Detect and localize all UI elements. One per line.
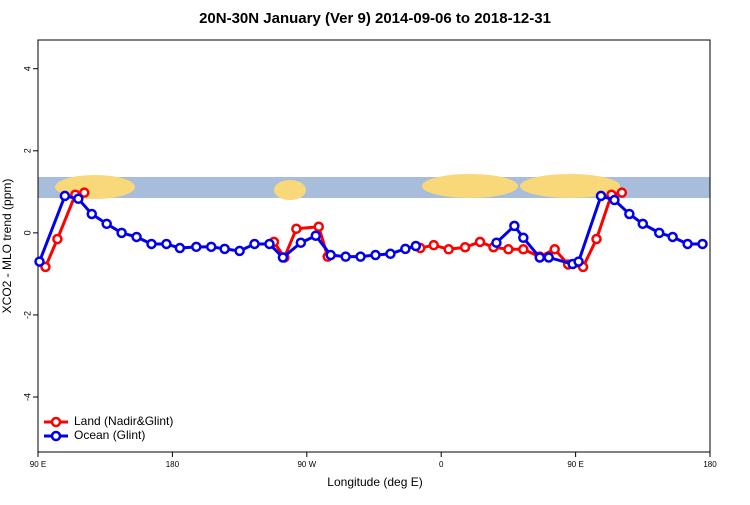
data-point	[310, 230, 322, 241]
data-point	[295, 237, 307, 248]
data-point	[428, 239, 439, 251]
data-point	[518, 232, 529, 244]
data-point	[146, 238, 157, 250]
legend-marker	[50, 430, 62, 442]
data-point	[385, 248, 396, 260]
data-point	[543, 252, 554, 263]
x-tick-label: 90 E	[567, 460, 583, 469]
data-point	[79, 187, 90, 198]
legend-label: Ocean (Glint)	[74, 428, 145, 442]
data-point	[73, 193, 84, 205]
data-point	[637, 218, 649, 230]
data-point	[653, 227, 665, 239]
data-point	[503, 244, 514, 255]
data-point	[52, 233, 63, 245]
data-point	[291, 223, 302, 235]
data-point	[534, 252, 546, 263]
y-tick-label: 4	[22, 66, 32, 71]
y-tick-label: -2	[22, 311, 32, 319]
data-point	[59, 190, 71, 202]
data-point	[277, 252, 289, 263]
y-tick-label: 2	[22, 148, 32, 153]
data-point	[474, 236, 486, 248]
data-point	[86, 208, 98, 220]
data-point	[400, 243, 411, 255]
data-point	[573, 256, 584, 267]
data-point	[459, 241, 471, 253]
legend-label: Land (Nadir&Glint)	[74, 414, 173, 428]
chart-title: 20N-30N January (Ver 9) 2014-09-06 to 20…	[199, 10, 551, 27]
data-point	[549, 244, 560, 255]
data-point	[616, 187, 628, 198]
x-tick-label: 180	[703, 460, 717, 469]
y-tick-label: 0	[22, 230, 32, 235]
data-point	[205, 241, 217, 253]
data-point	[234, 245, 245, 257]
data-point	[518, 244, 529, 255]
data-point	[370, 249, 381, 261]
data-point	[355, 251, 366, 262]
data-point	[509, 220, 520, 232]
x-axis-label: Longitude (deg E)	[327, 475, 422, 489]
data-point	[325, 249, 336, 261]
plot-frame	[37, 39, 711, 453]
x-tick-label: 90 W	[297, 460, 316, 469]
data-point	[191, 241, 202, 253]
data-point	[591, 233, 602, 245]
data-point	[624, 208, 635, 220]
data-point	[131, 231, 142, 243]
data-point	[443, 244, 454, 255]
data-point	[340, 251, 351, 262]
data-point	[609, 194, 620, 206]
data-point	[264, 238, 275, 250]
data-point	[595, 190, 607, 202]
map-strip	[38, 174, 710, 200]
x-tick-label: 180	[166, 460, 180, 469]
data-point	[116, 227, 127, 239]
series-line	[419, 191, 623, 269]
data-point	[249, 238, 260, 250]
data-point	[101, 218, 112, 230]
data-point	[682, 238, 693, 250]
y-tick-label: -4	[22, 393, 32, 401]
y-axis-label: XCO2 - MLO trend (ppm)	[0, 179, 14, 314]
data-point	[697, 238, 708, 250]
data-point	[34, 256, 45, 267]
x-tick-label: 90 E	[30, 460, 46, 469]
x-tick-label: 0	[439, 460, 444, 469]
data-point	[219, 243, 230, 255]
data-point	[313, 221, 324, 232]
data-point	[174, 242, 186, 254]
legend-marker	[50, 416, 62, 428]
data-point	[491, 237, 502, 248]
data-point	[667, 231, 678, 243]
data-point	[161, 238, 172, 250]
data-point	[410, 240, 422, 252]
